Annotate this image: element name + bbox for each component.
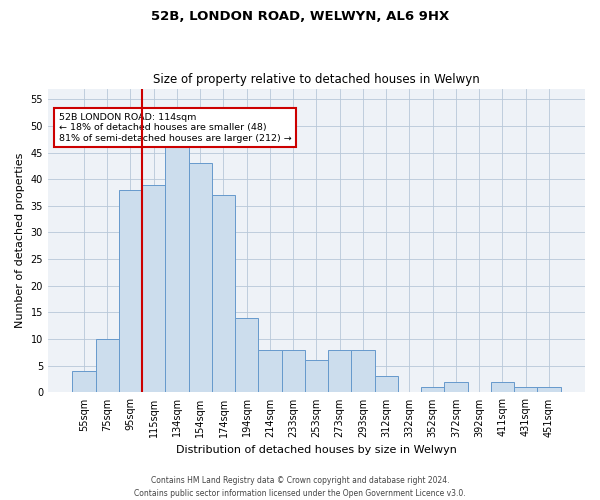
Bar [235, 318, 259, 392]
X-axis label: Distribution of detached houses by size in Welwyn: Distribution of detached houses by size … [176, 445, 457, 455]
Bar [491, 382, 514, 392]
Bar [538, 387, 560, 392]
Bar [305, 360, 328, 392]
Bar [212, 195, 235, 392]
Bar [421, 387, 445, 392]
Bar [281, 350, 305, 393]
Bar [328, 350, 352, 393]
Bar [95, 339, 119, 392]
Bar [166, 147, 188, 392]
Bar [119, 190, 142, 392]
Text: 52B, LONDON ROAD, WELWYN, AL6 9HX: 52B, LONDON ROAD, WELWYN, AL6 9HX [151, 10, 449, 23]
Bar [514, 387, 538, 392]
Bar [188, 163, 212, 392]
Text: Contains HM Land Registry data © Crown copyright and database right 2024.
Contai: Contains HM Land Registry data © Crown c… [134, 476, 466, 498]
Bar [259, 350, 281, 393]
Bar [445, 382, 467, 392]
Bar [142, 184, 166, 392]
Bar [374, 376, 398, 392]
Bar [73, 371, 95, 392]
Y-axis label: Number of detached properties: Number of detached properties [15, 153, 25, 328]
Title: Size of property relative to detached houses in Welwyn: Size of property relative to detached ho… [153, 73, 480, 86]
Bar [352, 350, 374, 393]
Text: 52B LONDON ROAD: 114sqm
← 18% of detached houses are smaller (48)
81% of semi-de: 52B LONDON ROAD: 114sqm ← 18% of detache… [59, 113, 292, 142]
